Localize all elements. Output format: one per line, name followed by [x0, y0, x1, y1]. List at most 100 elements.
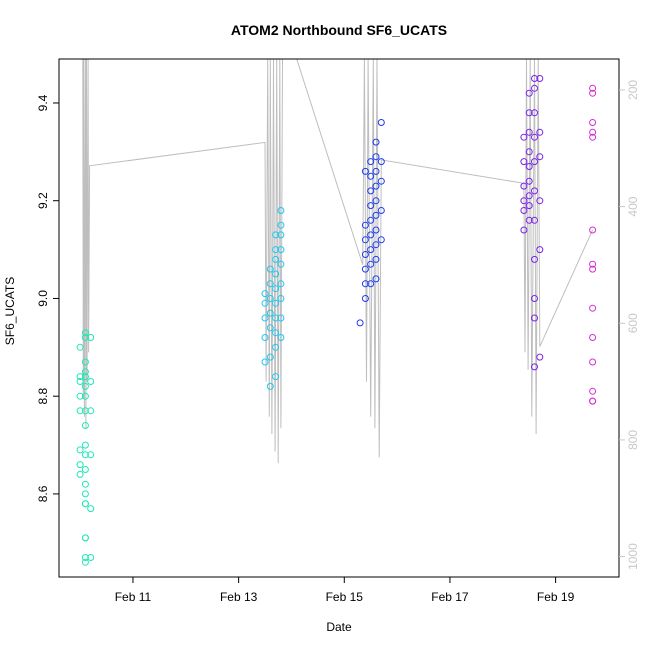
- data-point: [531, 363, 538, 371]
- y2-tick-label: 400: [626, 196, 640, 216]
- data-points-layer: [76, 75, 597, 566]
- data-point: [589, 397, 597, 405]
- data-point: [361, 295, 369, 302]
- data-point: [261, 290, 269, 298]
- data-point: [520, 133, 528, 141]
- chart-title: ATOM2 Northbound SF6_UCATS: [231, 22, 447, 38]
- data-point: [531, 255, 538, 263]
- data-point: [272, 246, 280, 254]
- data-point: [81, 422, 89, 429]
- data-point: [277, 314, 285, 322]
- data-point: [520, 182, 528, 190]
- data-point: [261, 299, 269, 307]
- data-point: [76, 446, 84, 454]
- data-point: [87, 378, 95, 385]
- data-point: [87, 407, 95, 415]
- data-point: [377, 177, 385, 185]
- x-tick-label: Feb 11: [115, 590, 152, 604]
- x-tick-label: Feb 17: [431, 590, 469, 604]
- data-point: [525, 163, 533, 170]
- data-point: [272, 343, 280, 351]
- data-point: [76, 392, 84, 400]
- data-point: [81, 466, 89, 473]
- data-point: [367, 202, 375, 210]
- data-point: [589, 84, 597, 92]
- x-tick-label: Feb 19: [537, 590, 575, 604]
- data-point: [361, 251, 369, 258]
- data-point: [272, 314, 280, 322]
- data-point: [589, 119, 597, 126]
- y-tick-label: 8.8: [36, 388, 50, 405]
- data-point: [76, 407, 84, 415]
- data-point: [525, 109, 533, 117]
- data-point: [367, 246, 375, 254]
- data-point: [81, 451, 89, 459]
- data-point: [81, 358, 89, 366]
- data-point: [372, 182, 380, 190]
- data-point: [372, 153, 380, 161]
- pressure-trace-line: [82, 58, 594, 464]
- data-point: [525, 128, 533, 136]
- data-point: [272, 329, 280, 337]
- data-point: [589, 358, 597, 366]
- y2-tick-label: 200: [626, 80, 640, 100]
- data-point: [520, 226, 528, 234]
- x-axis-label: Date: [326, 620, 352, 634]
- data-point: [277, 207, 285, 214]
- data-point: [266, 295, 274, 302]
- data-point: [372, 275, 380, 283]
- data-point: [87, 334, 95, 341]
- data-point: [520, 158, 528, 166]
- data-point: [525, 177, 533, 185]
- data-point: [372, 167, 380, 175]
- x-tick-label: Feb 13: [220, 590, 258, 604]
- data-point: [76, 378, 84, 385]
- data-point: [76, 343, 84, 351]
- data-point: [589, 133, 597, 141]
- data-point: [372, 138, 380, 146]
- data-point: [272, 255, 280, 263]
- data-point: [76, 373, 84, 381]
- data-point: [87, 554, 95, 561]
- data-point: [372, 197, 380, 205]
- data-point: [81, 382, 89, 390]
- data-point: [589, 260, 597, 268]
- data-point: [261, 314, 269, 322]
- data-point: [81, 329, 89, 337]
- data-point: [536, 75, 544, 82]
- data-point: [377, 236, 385, 244]
- data-point: [361, 265, 369, 273]
- data-point: [531, 295, 538, 302]
- x-tick-label: Feb 15: [326, 590, 364, 604]
- data-point: [76, 461, 84, 469]
- data-point: [525, 148, 533, 156]
- data-point: [81, 441, 89, 449]
- data-point: [277, 280, 285, 288]
- y-tick-label: 8.6: [36, 485, 50, 502]
- data-point: [525, 216, 533, 224]
- data-point: [589, 89, 597, 97]
- data-point: [589, 226, 597, 234]
- data-point: [589, 387, 597, 395]
- data-point: [377, 207, 385, 214]
- data-point: [361, 167, 369, 175]
- data-point: [277, 295, 285, 302]
- plot-frame: [58, 58, 620, 578]
- data-point: [81, 392, 89, 400]
- data-point: [536, 353, 544, 361]
- data-point: [531, 216, 538, 224]
- data-point: [367, 187, 375, 195]
- axes-layer: Feb 11 Feb 13 Feb 15 Feb 17 Feb 19 8.6 8.8 9.0 9…: [36, 80, 640, 604]
- data-point: [81, 490, 89, 498]
- data-point: [87, 451, 95, 459]
- data-point: [261, 334, 269, 341]
- data-point: [589, 265, 597, 273]
- data-point: [266, 309, 274, 317]
- data-point: [589, 334, 597, 341]
- data-point: [266, 324, 274, 332]
- data-point: [372, 255, 380, 263]
- y2-tick-label: 1000: [626, 543, 640, 570]
- data-point: [531, 75, 538, 82]
- y-tick-label: 9.2: [36, 192, 50, 209]
